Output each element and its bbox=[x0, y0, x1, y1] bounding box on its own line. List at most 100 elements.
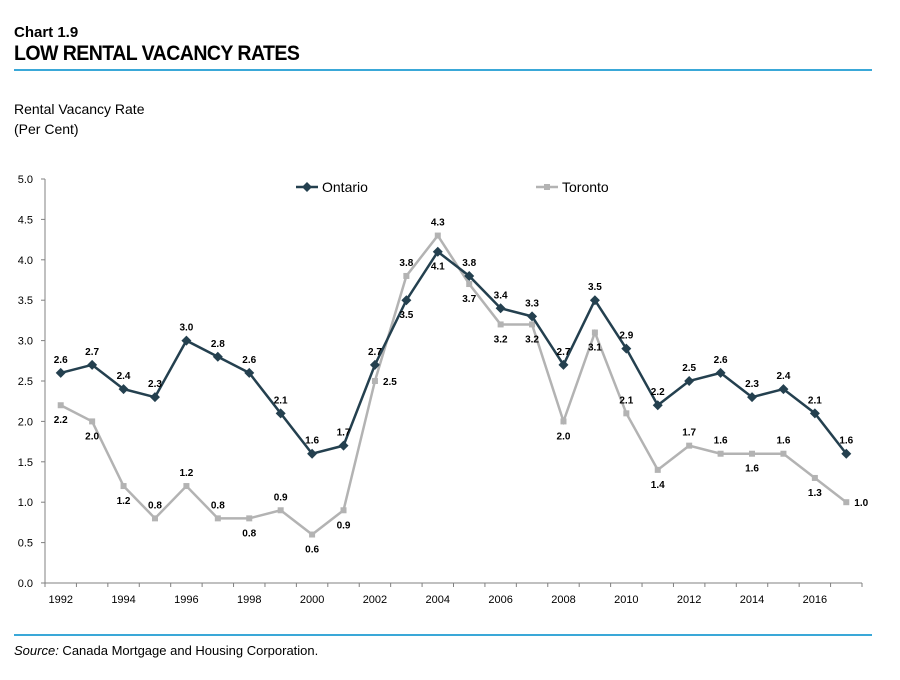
series-line-ontario bbox=[60, 249, 848, 456]
data-label-toronto: 3.7 bbox=[462, 294, 476, 305]
source-prefix: Source: bbox=[14, 643, 59, 658]
y-tick-label: 0.0 bbox=[18, 578, 33, 590]
y-axis-label: Rental Vacancy Rate (Per Cent) bbox=[14, 99, 144, 139]
y-tick-label: 3.5 bbox=[18, 295, 33, 307]
point-toronto bbox=[623, 410, 630, 417]
point-ontario bbox=[87, 359, 98, 370]
data-label-toronto: 1.6 bbox=[776, 436, 790, 447]
data-label-ontario: 2.4 bbox=[776, 371, 790, 382]
point-ontario bbox=[652, 400, 663, 411]
point-toronto bbox=[403, 272, 410, 279]
x-tick-label: 2004 bbox=[426, 594, 450, 606]
data-label-ontario: 2.4 bbox=[117, 371, 131, 382]
point-ontario bbox=[432, 246, 443, 257]
point-toronto bbox=[466, 281, 473, 288]
source-text: Canada Mortgage and Housing Corporation. bbox=[58, 643, 319, 658]
y-tick-label: 5.0 bbox=[18, 174, 33, 186]
point-toronto bbox=[89, 418, 96, 425]
data-label-toronto: 1.2 bbox=[117, 496, 131, 507]
y-tick-label: 2.0 bbox=[18, 416, 33, 428]
y-tick-label: 1.0 bbox=[18, 497, 33, 509]
point-ontario bbox=[275, 408, 286, 419]
data-label-ontario: 2.1 bbox=[274, 395, 288, 406]
data-label-ontario: 1.6 bbox=[305, 436, 319, 447]
point-ontario bbox=[715, 367, 726, 378]
point-ontario bbox=[747, 392, 758, 403]
data-label-toronto: 1.6 bbox=[745, 464, 759, 475]
data-label-ontario: 2.1 bbox=[808, 395, 822, 406]
data-label-ontario: 3.5 bbox=[588, 282, 602, 293]
source-note: Source: Canada Mortgage and Housing Corp… bbox=[14, 643, 318, 658]
data-labels: 2.6 2.7 2.4 2.3 3.0 2.8 2.6 2.1 1.6 1.7 2.7 3.5 4.1 3… bbox=[54, 218, 869, 556]
point-toronto bbox=[277, 507, 284, 514]
data-label-ontario: 3.3 bbox=[525, 298, 539, 309]
source-rule bbox=[14, 634, 872, 636]
y-tick-label: 3.0 bbox=[18, 336, 33, 348]
y-tick-label: 4.5 bbox=[18, 214, 33, 226]
point-ontario bbox=[55, 367, 66, 378]
point-toronto bbox=[340, 507, 347, 514]
point-toronto bbox=[120, 483, 127, 490]
x-tick-label: 2000 bbox=[300, 594, 324, 606]
point-toronto bbox=[749, 450, 756, 457]
y-tick-label: 2.5 bbox=[18, 376, 33, 388]
data-label-ontario: 3.4 bbox=[494, 290, 508, 301]
data-label-toronto: 1.6 bbox=[714, 436, 728, 447]
data-label-ontario: 2.2 bbox=[651, 387, 665, 398]
data-label-toronto: 3.2 bbox=[525, 334, 539, 345]
point-ontario bbox=[778, 384, 789, 395]
point-toronto bbox=[57, 402, 64, 409]
legend: Ontario Toronto bbox=[296, 179, 609, 195]
x-tick-label: 1992 bbox=[48, 594, 72, 606]
data-label-ontario: 2.6 bbox=[242, 355, 256, 366]
point-ontario bbox=[527, 311, 538, 322]
point-toronto bbox=[560, 418, 567, 425]
point-toronto bbox=[717, 450, 724, 457]
data-label-ontario: 1.6 bbox=[839, 436, 853, 447]
point-ontario bbox=[841, 448, 852, 459]
point-toronto bbox=[591, 329, 598, 336]
point-toronto bbox=[843, 499, 850, 506]
data-label-toronto: 3.8 bbox=[399, 258, 413, 269]
y-tick-label: 0.5 bbox=[18, 538, 33, 550]
point-ontario bbox=[369, 359, 380, 370]
data-label-ontario: 2.8 bbox=[211, 339, 225, 350]
chart-number: Chart 1.9 bbox=[14, 24, 79, 41]
point-ontario bbox=[181, 335, 192, 346]
data-label-toronto: 2.0 bbox=[557, 431, 571, 442]
data-label-toronto: 1.3 bbox=[808, 488, 822, 499]
data-label-toronto: 2.0 bbox=[85, 431, 99, 442]
point-toronto bbox=[811, 474, 818, 481]
data-label-ontario: 3.5 bbox=[399, 310, 413, 321]
point-toronto bbox=[434, 232, 441, 239]
title-rule bbox=[14, 69, 872, 71]
data-label-ontario: 2.5 bbox=[682, 363, 696, 374]
data-label-toronto: 0.8 bbox=[211, 500, 225, 511]
data-label-toronto: 3.1 bbox=[588, 343, 602, 354]
legend-marker-toronto bbox=[544, 184, 550, 190]
point-ontario bbox=[149, 392, 160, 403]
data-label-toronto: 0.9 bbox=[337, 520, 351, 531]
x-tick-label: 2002 bbox=[363, 594, 387, 606]
data-label-toronto: 4.3 bbox=[431, 218, 445, 229]
axes: 0.0 0.5 1.0 1.5 2.0 2.5 3.0 3.5 4.0 4.5 5.0 1992 199… bbox=[18, 174, 863, 606]
data-label-ontario: 3.8 bbox=[462, 258, 476, 269]
data-label-toronto: 0.8 bbox=[148, 500, 162, 511]
data-label-toronto: 0.8 bbox=[242, 528, 256, 539]
x-tick-label: 2006 bbox=[488, 594, 512, 606]
point-toronto bbox=[497, 321, 504, 328]
y-axis-label-line2: (Per Cent) bbox=[14, 121, 79, 137]
data-label-ontario: 2.6 bbox=[54, 355, 68, 366]
point-ontario bbox=[212, 351, 223, 362]
data-label-toronto: 2.5 bbox=[383, 377, 397, 388]
y-tick-label: 1.5 bbox=[18, 457, 33, 469]
data-label-toronto: 1.0 bbox=[854, 498, 868, 509]
point-ontario bbox=[495, 303, 506, 314]
data-label-ontario: 2.3 bbox=[148, 379, 162, 390]
point-toronto bbox=[529, 321, 536, 328]
data-label-ontario: 4.1 bbox=[431, 262, 445, 273]
point-toronto bbox=[371, 378, 378, 384]
legend-marker-ontario bbox=[302, 182, 312, 192]
legend-label-ontario: Ontario bbox=[322, 179, 368, 195]
point-toronto bbox=[246, 515, 253, 522]
